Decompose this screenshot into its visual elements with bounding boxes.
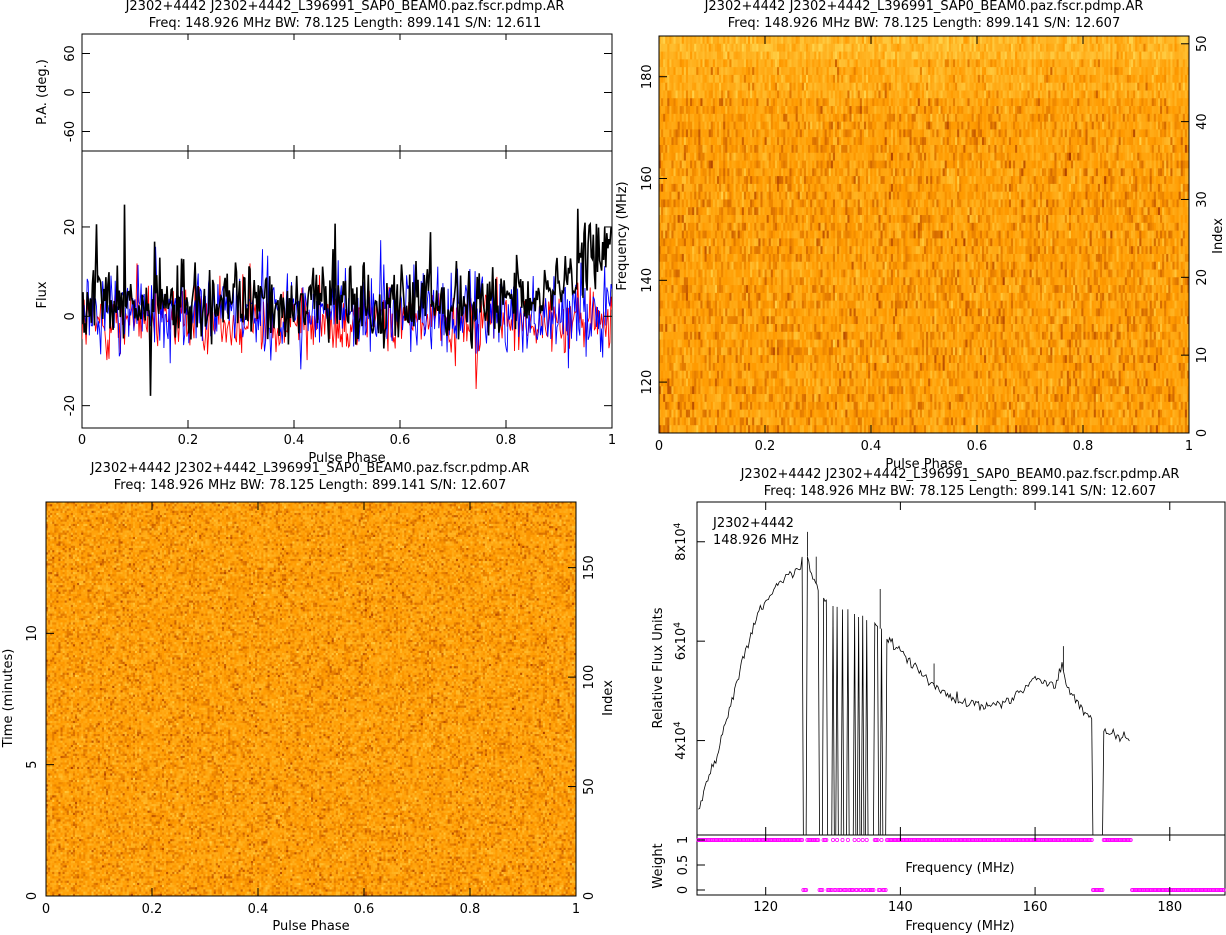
profile-title-line1: J2302+4442 J2302+4442_L396991_SAP0_BEAM0… [125,0,565,14]
profile-xtick-label: 0.6 [390,433,411,448]
flux-ytick-label: 20 [63,219,78,236]
profile-ticks: 0 0.2 0.4 0.6 0.8 1 -60 0 60 -20 0 20 [63,34,616,448]
flux-ytick-label: 0 [63,312,78,320]
freq-phase-title-line1: J2302+4442 J2302+4442_L396991_SAP0_BEAM0… [704,0,1144,14]
pa-ytick-label: -60 [63,121,78,142]
freq-phase-panel: J2302+4442 J2302+4442_L396991_SAP0_BEAM0… [615,0,1226,472]
pa-ytick-label: 0 [63,88,78,96]
freq-phase-heatmap [659,36,1189,433]
profile-xtick-label: 1 [608,433,616,448]
profile-title-line2: Freq: 148.926 MHz BW: 78.125 Length: 899… [149,16,541,31]
profile-xtick-label: 0 [78,433,86,448]
profile-series-1-line [82,263,612,389]
pa-ylabel: P.A. (deg.) [35,59,50,125]
flux-ylabel: Flux [35,281,50,308]
flux-ytick-label: -20 [63,395,78,416]
profile-lines [82,205,612,396]
freq-phase-title-line2: Freq: 148.926 MHz BW: 78.125 Length: 899… [728,16,1120,31]
profile-xtick-label: 0.2 [178,433,199,448]
profile-xtick-label: 0.8 [496,433,517,448]
profile-panel: J2302+4442 J2302+4442_L396991_SAP0_BEAM0… [35,0,616,466]
pa-axes-frame [82,34,612,151]
profile-xtick-label: 0.4 [284,433,305,448]
pa-ytick-label: 60 [63,45,78,62]
